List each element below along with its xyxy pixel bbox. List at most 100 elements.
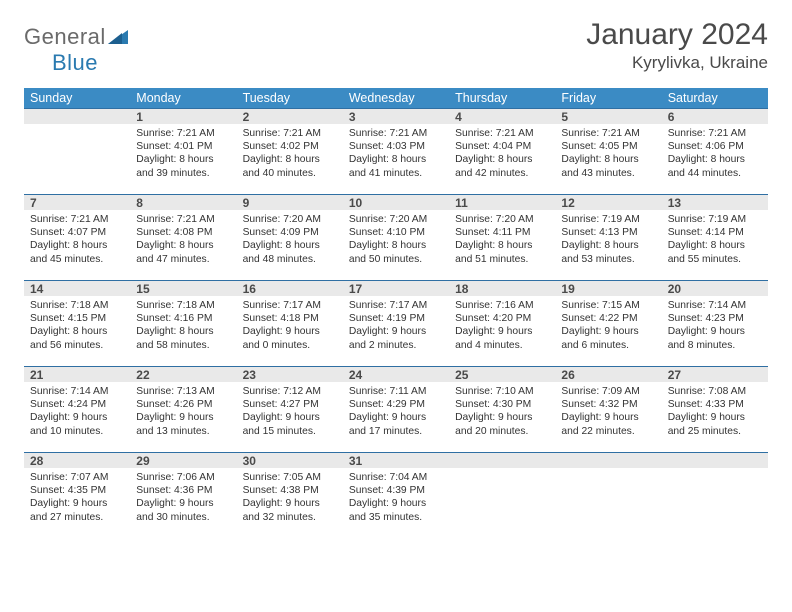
calendar-day-cell: 28Sunrise: 7:07 AMSunset: 4:35 PMDayligh… [24, 452, 130, 538]
daylight-text: Daylight: 8 hours and 55 minutes. [668, 239, 762, 265]
logo-text-blue: Blue [24, 50, 98, 75]
calendar-week-row: 1Sunrise: 7:21 AMSunset: 4:01 PMDaylight… [24, 108, 768, 194]
day-number: 25 [449, 366, 555, 382]
daylight-text: Daylight: 8 hours and 41 minutes. [349, 153, 443, 179]
day-number: 27 [662, 366, 768, 382]
daylight-text: Daylight: 9 hours and 0 minutes. [243, 325, 337, 351]
calendar-day-cell [449, 452, 555, 538]
day-detail: Sunrise: 7:20 AMSunset: 4:09 PMDaylight:… [237, 210, 343, 266]
calendar-day-cell: 6Sunrise: 7:21 AMSunset: 4:06 PMDaylight… [662, 108, 768, 194]
daylight-text: Daylight: 8 hours and 40 minutes. [243, 153, 337, 179]
day-detail: Sunrise: 7:19 AMSunset: 4:14 PMDaylight:… [662, 210, 768, 266]
day-number: 2 [237, 108, 343, 124]
calendar-day-cell: 15Sunrise: 7:18 AMSunset: 4:16 PMDayligh… [130, 280, 236, 366]
day-number: 3 [343, 108, 449, 124]
calendar-day-cell: 21Sunrise: 7:14 AMSunset: 4:24 PMDayligh… [24, 366, 130, 452]
day-detail: Sunrise: 7:05 AMSunset: 4:38 PMDaylight:… [237, 468, 343, 524]
calendar-week-row: 21Sunrise: 7:14 AMSunset: 4:24 PMDayligh… [24, 366, 768, 452]
sunset-text: Sunset: 4:07 PM [30, 226, 124, 239]
day-detail: Sunrise: 7:13 AMSunset: 4:26 PMDaylight:… [130, 382, 236, 438]
calendar-day-cell: 22Sunrise: 7:13 AMSunset: 4:26 PMDayligh… [130, 366, 236, 452]
calendar-day-cell: 16Sunrise: 7:17 AMSunset: 4:18 PMDayligh… [237, 280, 343, 366]
calendar-day-cell: 26Sunrise: 7:09 AMSunset: 4:32 PMDayligh… [555, 366, 661, 452]
day-number: 26 [555, 366, 661, 382]
sunrise-text: Sunrise: 7:10 AM [455, 385, 549, 398]
sunrise-text: Sunrise: 7:12 AM [243, 385, 337, 398]
day-detail: Sunrise: 7:06 AMSunset: 4:36 PMDaylight:… [130, 468, 236, 524]
day-number: 7 [24, 194, 130, 210]
calendar-day-cell: 11Sunrise: 7:20 AMSunset: 4:11 PMDayligh… [449, 194, 555, 280]
day-number: 5 [555, 108, 661, 124]
sunset-text: Sunset: 4:35 PM [30, 484, 124, 497]
sunrise-text: Sunrise: 7:21 AM [30, 213, 124, 226]
sunset-text: Sunset: 4:15 PM [30, 312, 124, 325]
day-number: 11 [449, 194, 555, 210]
sunrise-text: Sunrise: 7:08 AM [668, 385, 762, 398]
calendar-day-cell [662, 452, 768, 538]
daylight-text: Daylight: 9 hours and 20 minutes. [455, 411, 549, 437]
calendar-day-cell: 2Sunrise: 7:21 AMSunset: 4:02 PMDaylight… [237, 108, 343, 194]
day-number: 24 [343, 366, 449, 382]
daylight-text: Daylight: 9 hours and 6 minutes. [561, 325, 655, 351]
sunset-text: Sunset: 4:05 PM [561, 140, 655, 153]
calendar-day-cell: 8Sunrise: 7:21 AMSunset: 4:08 PMDaylight… [130, 194, 236, 280]
day-detail: Sunrise: 7:04 AMSunset: 4:39 PMDaylight:… [343, 468, 449, 524]
day-detail: Sunrise: 7:14 AMSunset: 4:23 PMDaylight:… [662, 296, 768, 352]
daylight-text: Daylight: 9 hours and 32 minutes. [243, 497, 337, 523]
sunrise-text: Sunrise: 7:21 AM [561, 127, 655, 140]
day-detail: Sunrise: 7:21 AMSunset: 4:02 PMDaylight:… [237, 124, 343, 180]
sunrise-text: Sunrise: 7:21 AM [136, 213, 230, 226]
calendar-day-cell: 29Sunrise: 7:06 AMSunset: 4:36 PMDayligh… [130, 452, 236, 538]
sunrise-text: Sunrise: 7:15 AM [561, 299, 655, 312]
calendar-day-cell: 23Sunrise: 7:12 AMSunset: 4:27 PMDayligh… [237, 366, 343, 452]
day-detail: Sunrise: 7:15 AMSunset: 4:22 PMDaylight:… [555, 296, 661, 352]
sunset-text: Sunset: 4:14 PM [668, 226, 762, 239]
sunrise-text: Sunrise: 7:16 AM [455, 299, 549, 312]
weekday-saturday: Saturday [662, 88, 768, 108]
daylight-text: Daylight: 9 hours and 8 minutes. [668, 325, 762, 351]
calendar-day-cell: 25Sunrise: 7:10 AMSunset: 4:30 PMDayligh… [449, 366, 555, 452]
sunset-text: Sunset: 4:13 PM [561, 226, 655, 239]
sunset-text: Sunset: 4:32 PM [561, 398, 655, 411]
logo-triangle-icon [108, 24, 128, 50]
daylight-text: Daylight: 8 hours and 50 minutes. [349, 239, 443, 265]
daylight-text: Daylight: 9 hours and 30 minutes. [136, 497, 230, 523]
calendar-day-cell: 20Sunrise: 7:14 AMSunset: 4:23 PMDayligh… [662, 280, 768, 366]
sunrise-text: Sunrise: 7:21 AM [455, 127, 549, 140]
daylight-text: Daylight: 8 hours and 44 minutes. [668, 153, 762, 179]
sunrise-text: Sunrise: 7:13 AM [136, 385, 230, 398]
day-detail: Sunrise: 7:21 AMSunset: 4:07 PMDaylight:… [24, 210, 130, 266]
sunset-text: Sunset: 4:03 PM [349, 140, 443, 153]
daylight-text: Daylight: 9 hours and 22 minutes. [561, 411, 655, 437]
sunset-text: Sunset: 4:23 PM [668, 312, 762, 325]
day-detail: Sunrise: 7:18 AMSunset: 4:15 PMDaylight:… [24, 296, 130, 352]
page-header: General Blue January 2024 Kyrylivka, Ukr… [24, 18, 768, 76]
day-detail: Sunrise: 7:11 AMSunset: 4:29 PMDaylight:… [343, 382, 449, 438]
day-detail: Sunrise: 7:17 AMSunset: 4:19 PMDaylight:… [343, 296, 449, 352]
sunset-text: Sunset: 4:33 PM [668, 398, 762, 411]
day-number: 1 [130, 108, 236, 124]
daylight-text: Daylight: 8 hours and 58 minutes. [136, 325, 230, 351]
sunrise-text: Sunrise: 7:20 AM [243, 213, 337, 226]
day-number: 10 [343, 194, 449, 210]
day-detail: Sunrise: 7:20 AMSunset: 4:11 PMDaylight:… [449, 210, 555, 266]
sunset-text: Sunset: 4:38 PM [243, 484, 337, 497]
day-number: 28 [24, 452, 130, 468]
calendar-day-cell: 13Sunrise: 7:19 AMSunset: 4:14 PMDayligh… [662, 194, 768, 280]
calendar-day-cell [555, 452, 661, 538]
sunrise-text: Sunrise: 7:21 AM [136, 127, 230, 140]
calendar-week-row: 28Sunrise: 7:07 AMSunset: 4:35 PMDayligh… [24, 452, 768, 538]
daylight-text: Daylight: 8 hours and 45 minutes. [30, 239, 124, 265]
day-detail: Sunrise: 7:19 AMSunset: 4:13 PMDaylight:… [555, 210, 661, 266]
daylight-text: Daylight: 8 hours and 48 minutes. [243, 239, 337, 265]
sunset-text: Sunset: 4:27 PM [243, 398, 337, 411]
sunset-text: Sunset: 4:26 PM [136, 398, 230, 411]
sunset-text: Sunset: 4:11 PM [455, 226, 549, 239]
sunset-text: Sunset: 4:39 PM [349, 484, 443, 497]
daylight-text: Daylight: 9 hours and 35 minutes. [349, 497, 443, 523]
calendar-week-row: 7Sunrise: 7:21 AMSunset: 4:07 PMDaylight… [24, 194, 768, 280]
sunset-text: Sunset: 4:19 PM [349, 312, 443, 325]
day-detail: Sunrise: 7:07 AMSunset: 4:35 PMDaylight:… [24, 468, 130, 524]
sunrise-text: Sunrise: 7:19 AM [561, 213, 655, 226]
day-number: 8 [130, 194, 236, 210]
